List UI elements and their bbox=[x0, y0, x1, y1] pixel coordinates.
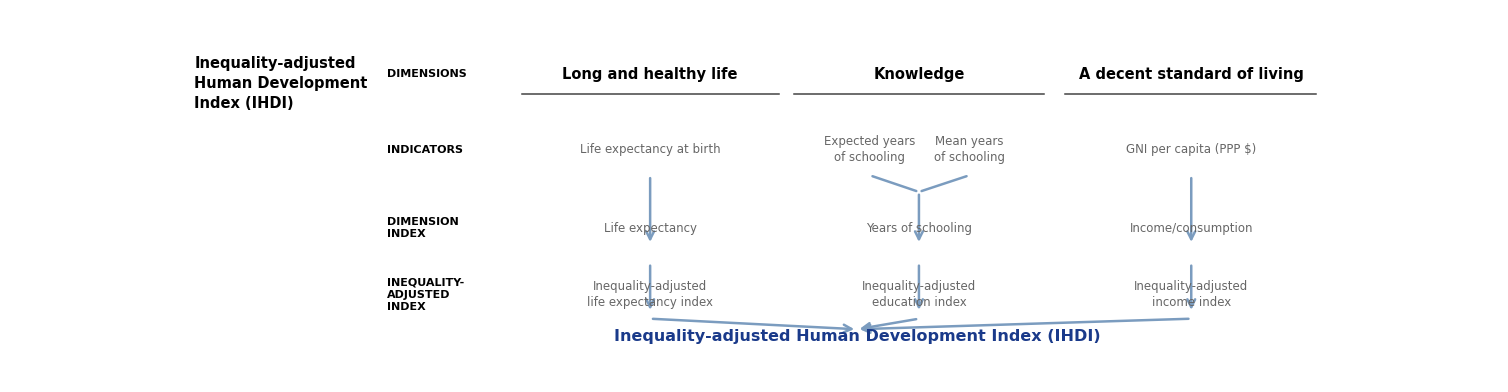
Text: Mean years
of schooling: Mean years of schooling bbox=[933, 135, 1004, 164]
Text: Expected years
of schooling: Expected years of schooling bbox=[825, 135, 915, 164]
Text: DIMENSIONS: DIMENSIONS bbox=[388, 69, 467, 79]
Text: Life expectancy at birth: Life expectancy at birth bbox=[579, 143, 721, 156]
Text: Inequality-adjusted Human Development Index (IHDI): Inequality-adjusted Human Development In… bbox=[614, 329, 1101, 344]
Text: GNI per capita (PPP $): GNI per capita (PPP $) bbox=[1126, 143, 1256, 156]
Text: Inequality-adjusted
education index: Inequality-adjusted education index bbox=[861, 280, 976, 309]
Text: Inequality-adjusted
income index: Inequality-adjusted income index bbox=[1134, 280, 1249, 309]
Text: DIMENSION
INDEX: DIMENSION INDEX bbox=[388, 217, 458, 240]
Text: Life expectancy: Life expectancy bbox=[603, 221, 697, 235]
Text: Long and healthy life: Long and healthy life bbox=[562, 67, 737, 82]
Text: INEQUALITY-
ADJUSTED
INDEX: INEQUALITY- ADJUSTED INDEX bbox=[388, 277, 464, 312]
Text: Knowledge: Knowledge bbox=[873, 67, 965, 82]
Text: Years of schooling: Years of schooling bbox=[866, 221, 973, 235]
Text: Inequality-adjusted
Human Development
Index (IHDI): Inequality-adjusted Human Development In… bbox=[195, 56, 368, 111]
Text: Income/consumption: Income/consumption bbox=[1129, 221, 1253, 235]
Text: Inequality-adjusted
life expectancy index: Inequality-adjusted life expectancy inde… bbox=[587, 280, 713, 309]
Text: INDICATORS: INDICATORS bbox=[388, 145, 463, 155]
Text: A decent standard of living: A decent standard of living bbox=[1078, 67, 1304, 82]
